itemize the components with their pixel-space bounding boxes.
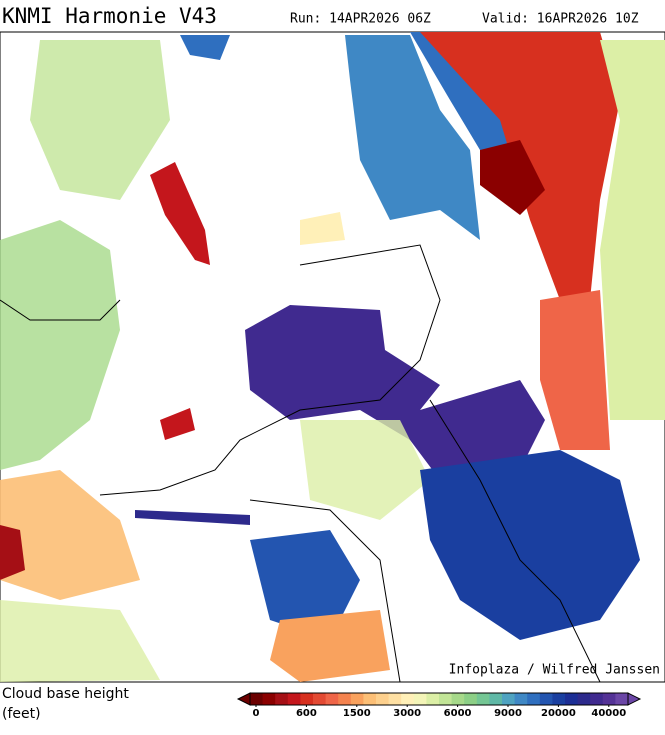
cloud-area — [150, 162, 210, 265]
colorbar-arrow — [627, 692, 642, 706]
colorbar-swatch — [615, 693, 629, 705]
cloud-area — [30, 40, 170, 200]
colorbar-swatch — [275, 693, 289, 705]
cloud-area — [600, 40, 665, 420]
colorbar-swatch — [552, 693, 566, 705]
colorbar-swatch — [602, 693, 616, 705]
cloud-area — [270, 610, 390, 682]
colorbar-swatch — [590, 693, 604, 705]
colorbar-swatch — [565, 693, 579, 705]
colorbar-tick-label: 600 — [296, 708, 317, 719]
cloud-area — [300, 420, 430, 520]
colorbar-swatch — [401, 693, 415, 705]
colorbar-swatch — [476, 693, 490, 705]
cloud-area — [300, 212, 345, 245]
colorbar-tick-label: 6000 — [444, 708, 472, 719]
cloud-area — [0, 525, 25, 580]
colorbar-swatch — [489, 693, 503, 705]
credit: Infoplaza / Wilfred Janssen — [449, 663, 660, 678]
colorbar-tick-label: 0 — [253, 708, 260, 719]
colorbar-swatch — [388, 693, 402, 705]
cloud-area — [540, 290, 610, 450]
colorbar-tick-label: 40000 — [591, 708, 626, 719]
valid-time: Valid: 16APR2026 10Z — [482, 12, 639, 27]
colorbar-swatch — [262, 693, 276, 705]
cloud-area — [180, 35, 230, 60]
colorbar-swatch — [514, 693, 528, 705]
colorbar-swatch — [464, 693, 478, 705]
colorbar-tick-label: 9000 — [494, 708, 522, 719]
cloud-area — [480, 140, 545, 215]
cloud-area — [245, 305, 545, 480]
title: KNMI Harmonie V43 — [2, 4, 217, 28]
colorbar-arrow — [236, 692, 251, 706]
cloud-area — [345, 35, 480, 240]
colorbar-swatch — [363, 693, 377, 705]
colorbar-swatch — [577, 693, 591, 705]
colorbar-swatch — [376, 693, 390, 705]
colorbar-swatch — [325, 693, 339, 705]
legend-title: Cloud base height — [2, 686, 129, 702]
cloud-area — [0, 600, 160, 682]
colorbar-swatch — [250, 693, 264, 705]
cloud-area — [135, 510, 250, 525]
colorbar: 0 600 1500 3000 6000 9000 20000 40000 — [236, 692, 642, 719]
colorbar-swatch — [287, 693, 301, 705]
colorbar-swatch — [350, 693, 364, 705]
border-line — [0, 244, 601, 683]
colorbar-tick-label: 20000 — [541, 708, 576, 719]
colorbar-tick-label: 1500 — [343, 708, 371, 719]
cloud-area — [160, 408, 195, 440]
colorbar-swatch — [426, 693, 440, 705]
colorbar-swatch — [527, 693, 541, 705]
colorbar-tick-label: 3000 — [393, 708, 421, 719]
run-time: Run: 14APR2026 06Z — [290, 12, 431, 27]
colorbar-swatch — [338, 693, 352, 705]
cloud-area — [0, 470, 140, 600]
map: Infoplaza / Wilfred Janssen — [0, 31, 665, 683]
colorbar-swatch — [502, 693, 516, 705]
colorbar-swatch — [451, 693, 465, 705]
cloud-area — [250, 530, 360, 640]
cloud-area — [0, 220, 120, 470]
colorbar-swatch — [439, 693, 453, 705]
colorbar-swatch — [300, 693, 314, 705]
cloud-area — [420, 450, 640, 640]
legend-unit: (feet) — [2, 706, 41, 722]
colorbar-swatch — [413, 693, 427, 705]
colorbar-swatch — [539, 693, 553, 705]
colorbar-frame — [249, 692, 629, 706]
colorbar-swatch — [313, 693, 327, 705]
